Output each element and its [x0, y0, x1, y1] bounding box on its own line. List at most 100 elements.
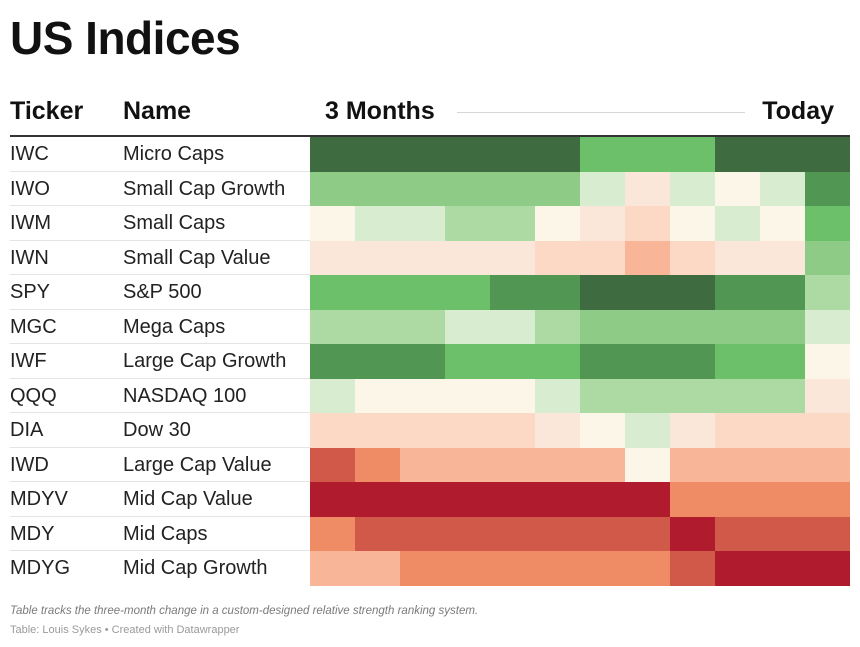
heat-cell: [445, 275, 490, 310]
heat-cell: [310, 206, 355, 241]
heat-cell: [535, 206, 580, 241]
name-cell: Large Cap Growth: [123, 350, 287, 372]
name-cell: Small Cap Value: [123, 246, 271, 269]
heat-strip: [310, 206, 850, 241]
heat-cell: [805, 413, 850, 448]
heat-cell: [670, 206, 715, 241]
heat-cell: [445, 516, 490, 552]
heat-cell: [805, 206, 850, 241]
heat-cell: [355, 137, 400, 172]
heat-cell: [715, 275, 760, 310]
heat-cell: [580, 447, 625, 483]
heat-strip: [310, 240, 850, 276]
heat-cell: [490, 137, 535, 172]
ticker-cell: MGC: [10, 315, 57, 338]
heat-cell: [400, 378, 445, 414]
name-cell: NASDAQ 100: [123, 384, 247, 407]
heat-cell: [310, 275, 355, 310]
heat-cell: [715, 171, 760, 207]
heat-cell: [580, 206, 625, 241]
heat-cell: [445, 344, 490, 379]
heat-cell: [535, 240, 580, 276]
heat-cell: [805, 516, 850, 552]
heat-cell: [355, 240, 400, 276]
heat-cell: [535, 171, 580, 207]
ticker-cell: SPY: [10, 281, 51, 303]
heat-cell: [490, 516, 535, 552]
heat-cell: [445, 240, 490, 276]
heat-strip: [310, 309, 850, 345]
heat-cell: [625, 378, 670, 414]
heat-cell: [310, 171, 355, 207]
header-rule: [10, 135, 850, 137]
heat-cell: [625, 482, 670, 517]
heat-cell: [355, 516, 400, 552]
name-cell: Mega Caps: [123, 315, 226, 338]
heat-cell: [670, 551, 715, 586]
table-row: SPY S&P 500: [10, 275, 850, 310]
heat-cell: [715, 551, 760, 586]
name-cell: Small Caps: [123, 212, 226, 234]
heat-cell: [310, 447, 355, 483]
timeline-line: [457, 112, 745, 113]
heat-cell: [400, 413, 445, 448]
heat-cell: [355, 378, 400, 414]
header-start: 3 Months: [325, 97, 435, 125]
heat-cell: [535, 309, 580, 345]
heat-cell: [490, 482, 535, 517]
heat-cell: [715, 137, 760, 172]
heat-cell: [310, 344, 355, 379]
header-ticker: Ticker: [10, 97, 84, 125]
heat-strip: [310, 344, 850, 379]
heat-cell: [670, 309, 715, 345]
heat-cell: [805, 378, 850, 414]
heat-cell: [805, 171, 850, 207]
heat-cell: [490, 240, 535, 276]
heat-cell: [535, 516, 580, 552]
ticker-cell: IWN: [10, 246, 49, 269]
heat-cell: [760, 171, 805, 207]
heat-cell: [490, 171, 535, 207]
heat-cell: [580, 240, 625, 276]
heat-cell: [310, 413, 355, 448]
heat-cell: [400, 516, 445, 552]
heat-cell: [715, 240, 760, 276]
heat-cell: [715, 378, 760, 414]
heat-cell: [445, 309, 490, 345]
heat-cell: [760, 447, 805, 483]
heat-cell: [715, 344, 760, 379]
heat-cell: [310, 551, 355, 586]
table-row: MDYG Mid Cap Growth: [10, 551, 850, 586]
heat-cell: [715, 413, 760, 448]
heat-cell: [760, 482, 805, 517]
heat-cell: [490, 309, 535, 345]
heat-cell: [310, 137, 355, 172]
heat-cell: [355, 309, 400, 345]
table-row: QQQ NASDAQ 100: [10, 378, 850, 414]
heat-cell: [445, 551, 490, 586]
heat-cell: [310, 378, 355, 414]
heat-cell: [760, 516, 805, 552]
heat-cell: [580, 171, 625, 207]
name-cell: Mid Caps: [123, 522, 208, 545]
heat-cell: [535, 378, 580, 414]
heat-cell: [580, 309, 625, 345]
heat-cell: [715, 482, 760, 517]
heat-cell: [490, 413, 535, 448]
heat-cell: [625, 309, 670, 345]
heat-cell: [355, 551, 400, 586]
heat-cell: [760, 551, 805, 586]
table-row: IWC Micro Caps: [10, 137, 850, 172]
heat-cell: [535, 275, 580, 310]
heat-cell: [490, 206, 535, 241]
heat-cell: [490, 275, 535, 310]
table-row: MDY Mid Caps: [10, 516, 850, 552]
heat-cell: [445, 378, 490, 414]
heat-cell: [400, 551, 445, 586]
ticker-cell: IWO: [10, 177, 50, 200]
name-cell: Micro Caps: [123, 143, 225, 165]
ticker-cell: IWF: [10, 350, 47, 372]
heat-cell: [580, 344, 625, 379]
heat-cell: [355, 482, 400, 517]
heat-cell: [625, 344, 670, 379]
